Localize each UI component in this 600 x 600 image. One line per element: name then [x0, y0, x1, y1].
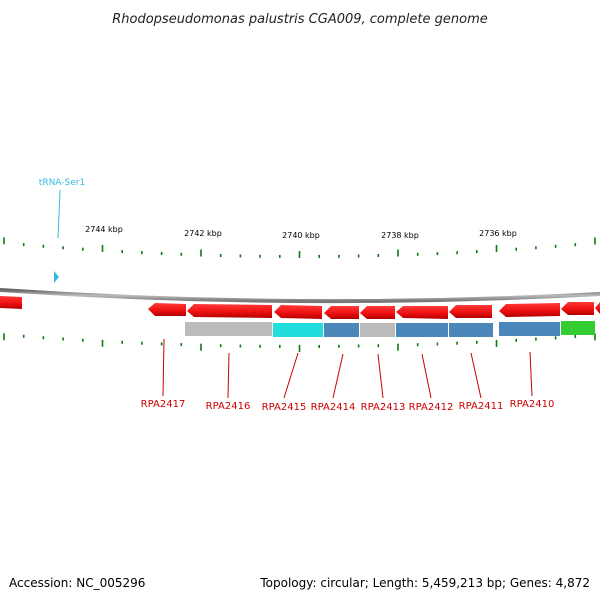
cog-bar-rpa2415: [273, 323, 323, 337]
gene-arrow-rpa2412[interactable]: [396, 306, 448, 319]
gene-arrow-edge: [595, 302, 600, 314]
gene-arrow-rpa2417[interactable]: [148, 303, 186, 316]
cog-bar-next: [561, 321, 595, 335]
scale-label: 2738 kbp: [381, 231, 419, 240]
leader-line: [377, 353, 384, 399]
gene-arrow-next: [561, 302, 594, 315]
scale-label: 2740 kbp: [282, 231, 320, 240]
leader-line: [332, 353, 344, 399]
gene-label[interactable]: RPA2411: [459, 401, 504, 412]
gene-label[interactable]: RPA2417: [141, 399, 186, 410]
scale-ticks-top: [3, 237, 596, 258]
gene-arrow-rpa2413[interactable]: [360, 306, 395, 319]
leader-line: [421, 353, 432, 399]
gene-arrow-rpa2415[interactable]: [274, 305, 322, 319]
cog-bar-rpa2414: [324, 323, 359, 337]
gene-label[interactable]: RPA2414: [311, 402, 356, 413]
trna-leader-line: [57, 189, 61, 239]
leader-line: [227, 352, 230, 399]
leader-line: [162, 338, 165, 397]
cog-bar-rpa2417-2416: [185, 322, 272, 336]
gene-label[interactable]: RPA2415: [262, 402, 307, 413]
topology-text: Topology: circular; Length: 5,459,213 bp…: [260, 576, 590, 590]
gene-arrow-rpa2416[interactable]: [187, 304, 272, 318]
genome-backbone: [0, 288, 600, 304]
map-title: Rhodopseudomonas palustris CGA009, compl…: [112, 12, 488, 27]
gene-label[interactable]: RPA2410: [510, 399, 555, 410]
trna-label: tRNA-Ser1: [39, 178, 85, 188]
gene-arrow-rpa2410[interactable]: [499, 303, 560, 317]
gene-arrow-rpa2411[interactable]: [449, 305, 492, 318]
gene-leader-lines: [162, 338, 533, 399]
gene-labels: RPA2417 RPA2416 RPA2415 RPA2414 RPA2413 …: [141, 399, 555, 413]
leader-line: [283, 352, 299, 399]
scale-label: 2744 kbp: [85, 225, 123, 234]
scale-labels: 2744 kbp 2742 kbp 2740 kbp 2738 kbp 2736…: [85, 225, 517, 240]
cog-bar-rpa2413: [360, 323, 395, 337]
cog-bar-rpa2410: [499, 322, 560, 336]
leader-line: [470, 352, 482, 399]
cog-category-bars: [185, 321, 595, 337]
leader-line: [529, 351, 533, 397]
gene-arrow-rpa2414[interactable]: [324, 306, 359, 319]
scale-label: 2736 kbp: [479, 229, 517, 238]
cog-bar-rpa2412: [396, 323, 448, 337]
trna-triangle-icon: [54, 271, 59, 283]
scale-label: 2742 kbp: [184, 229, 222, 238]
gene-arrow-offscreen: [0, 296, 22, 309]
trna-marker: tRNA-Ser1: [39, 178, 85, 283]
cog-bar-rpa2411: [449, 323, 493, 337]
gene-label[interactable]: RPA2412: [409, 402, 454, 413]
gene-label[interactable]: RPA2416: [206, 401, 251, 412]
gene-arrows: [0, 296, 600, 319]
accession-text: Accession: NC_005296: [9, 576, 146, 590]
gene-label[interactable]: RPA2413: [361, 402, 406, 413]
